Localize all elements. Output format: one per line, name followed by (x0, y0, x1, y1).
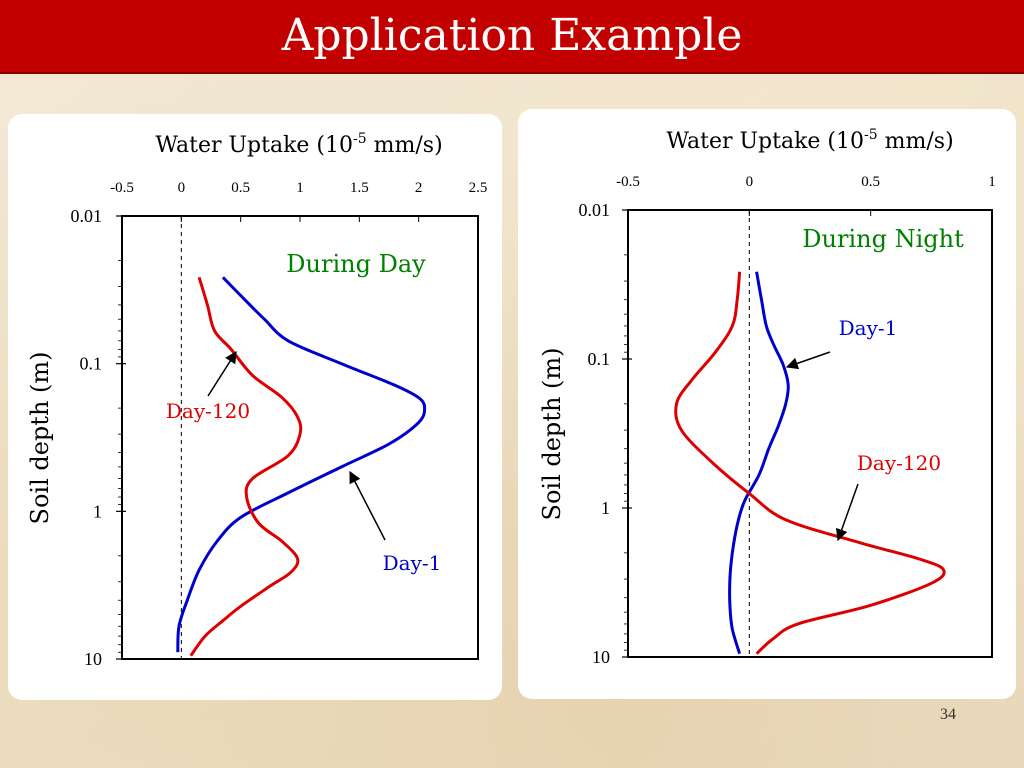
chart-title-during-day: During Day (286, 250, 426, 278)
x-tick-label: -0.5 (616, 174, 640, 190)
x-tick-label: 0 (178, 180, 186, 196)
chart-day: Water Uptake (10-5 mm/s) Soil depth (m) … (26, 131, 487, 669)
annotation-day-120: Day-120 (857, 451, 941, 475)
x-tick-label: 1 (988, 174, 996, 190)
y-tick-label: 0.1 (80, 354, 103, 374)
annotation-day-1: Day-1 (839, 316, 898, 340)
x-tick-label: 0 (746, 174, 754, 190)
x-tick-label: 0.5 (231, 180, 250, 196)
y-tick-label: 1 (601, 498, 610, 518)
y-axis-title: Soil depth (m) (26, 351, 54, 524)
slide-number: 34 (940, 706, 956, 723)
chart-panel-day (8, 114, 502, 700)
y-tick-label: 1 (93, 501, 102, 521)
annotation-arrow-day-1 (349, 470, 386, 541)
y-tick-label: 10 (84, 649, 102, 669)
series-line-day-120 (189, 276, 303, 657)
series-line-day-120 (674, 271, 946, 655)
x-axis-title: Water Uptake (10-5 mm/s) (155, 131, 442, 158)
slide-title: Application Example (281, 10, 743, 61)
chart-panel-night (518, 109, 1016, 699)
annotation-arrow-day-1 (785, 351, 831, 370)
y-tick-label: 10 (592, 647, 610, 667)
x-tick-label: 0.5 (861, 174, 880, 190)
annotation-day-120: Day-120 (166, 399, 250, 423)
annotation-arrow-day-120 (835, 483, 859, 542)
title-banner: Application Example (0, 0, 1024, 74)
series-line-day-1 (728, 271, 790, 655)
chart-title-during-night: During Night (802, 225, 964, 253)
plot-frame (627, 209, 993, 658)
x-tick-label: 1 (296, 180, 304, 196)
x-tick-label: -0.5 (110, 180, 134, 196)
x-tick-label: 2 (415, 180, 423, 196)
y-axis-title: Soil depth (m) (538, 347, 566, 520)
x-tick-label: 1.5 (350, 180, 369, 196)
y-tick-label: 0.01 (579, 200, 611, 220)
y-tick-label: 0.1 (588, 349, 611, 369)
y-tick-label: 0.01 (71, 206, 103, 226)
annotation-arrow-day-120 (207, 350, 237, 397)
plot-frame (121, 215, 479, 660)
x-tick-label: 2.5 (469, 180, 488, 196)
x-axis-title: Water Uptake (10-5 mm/s) (666, 127, 953, 154)
chart-night: Water Uptake (10-5 mm/s) Soil depth (m) … (538, 127, 996, 667)
annotation-day-1: Day-1 (383, 551, 442, 575)
series-line-day-1 (176, 276, 427, 653)
